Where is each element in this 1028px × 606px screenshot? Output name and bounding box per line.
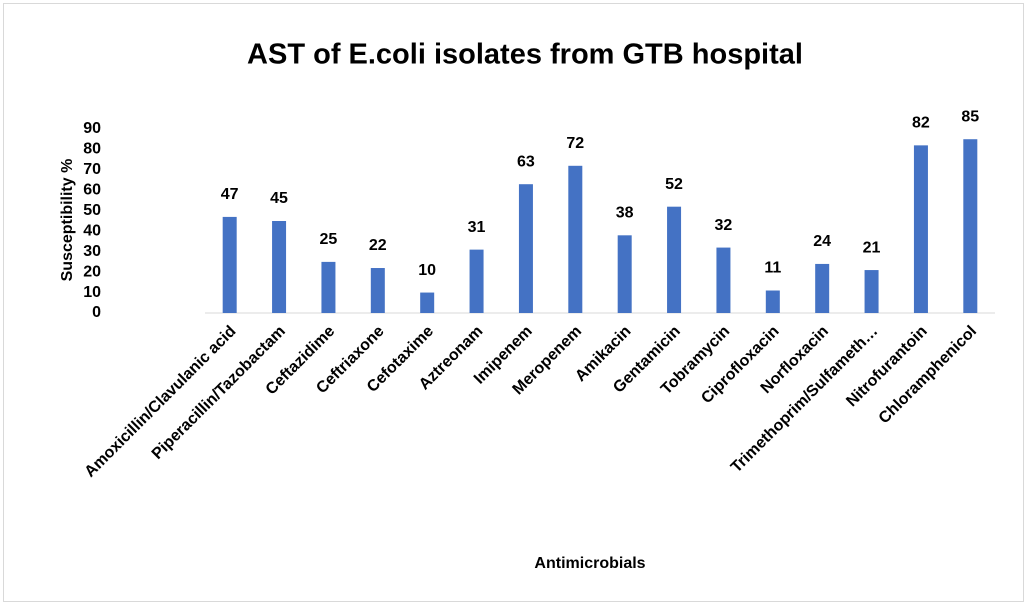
bar xyxy=(913,145,928,313)
data-label: 21 xyxy=(863,239,881,256)
y-tick-label: 40 xyxy=(83,222,101,239)
bar xyxy=(864,270,879,313)
data-label: 72 xyxy=(566,135,584,152)
y-tick-label: 60 xyxy=(83,182,101,199)
data-label: 85 xyxy=(961,108,979,125)
data-label: 24 xyxy=(813,233,831,250)
y-tick-label: 20 xyxy=(83,263,101,280)
bar xyxy=(370,268,385,313)
data-label: 31 xyxy=(468,219,486,236)
bar xyxy=(420,292,435,313)
y-tick-label: 80 xyxy=(83,141,101,158)
bar xyxy=(272,221,287,313)
data-label: 32 xyxy=(715,217,733,234)
bar xyxy=(222,216,237,313)
chart-border xyxy=(3,3,1024,602)
bar xyxy=(617,235,632,313)
data-label: 25 xyxy=(320,231,338,248)
data-label: 45 xyxy=(270,190,288,207)
y-tick-label: 70 xyxy=(83,161,101,178)
bar xyxy=(963,139,978,313)
bar xyxy=(518,184,533,313)
data-label: 10 xyxy=(418,262,436,279)
data-label: 82 xyxy=(912,115,930,132)
y-tick-label: 30 xyxy=(83,243,101,260)
y-tick-label: 90 xyxy=(83,120,101,137)
data-label: 47 xyxy=(221,186,239,203)
y-tick-label: 10 xyxy=(83,284,101,301)
bar xyxy=(815,263,830,313)
y-tick-label: 0 xyxy=(92,304,101,321)
chart-title: AST of E.coli isolates from GTB hospital xyxy=(247,39,803,71)
bar xyxy=(716,247,731,313)
bar xyxy=(321,261,336,313)
bar xyxy=(469,249,484,313)
y-axis-title: Susceptibility % xyxy=(59,159,76,282)
x-axis-title: Antimicrobials xyxy=(534,555,645,572)
data-label: 63 xyxy=(517,153,535,170)
data-label: 22 xyxy=(369,237,387,254)
data-label: 11 xyxy=(764,260,781,277)
bar xyxy=(667,206,682,313)
y-tick-label: 50 xyxy=(83,202,101,219)
bar xyxy=(765,290,780,313)
data-label: 38 xyxy=(616,205,634,222)
bar xyxy=(568,165,583,313)
data-label: 52 xyxy=(665,176,683,193)
